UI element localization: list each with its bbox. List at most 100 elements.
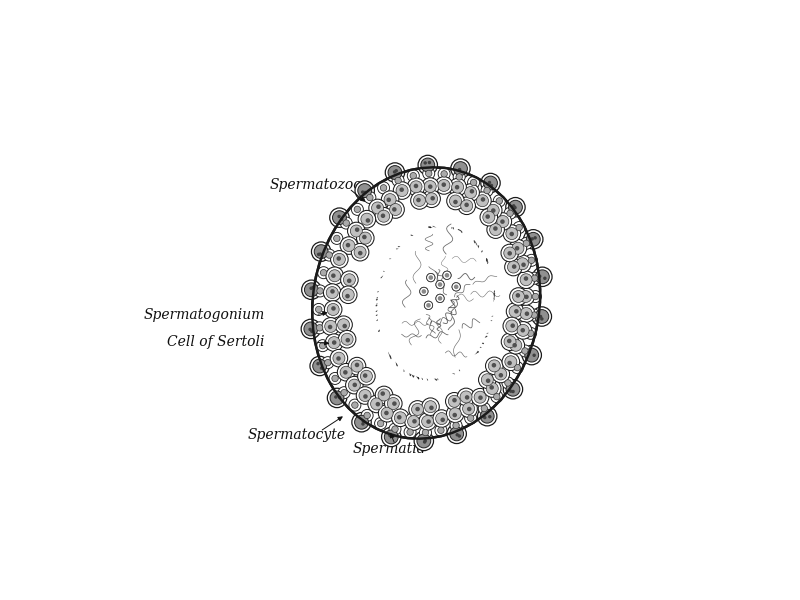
Circle shape <box>320 367 323 370</box>
Circle shape <box>438 282 442 287</box>
Circle shape <box>422 289 426 294</box>
Circle shape <box>331 232 343 244</box>
Circle shape <box>487 221 505 238</box>
Circle shape <box>317 253 320 256</box>
Circle shape <box>485 202 502 219</box>
Circle shape <box>384 194 396 206</box>
Circle shape <box>510 323 515 328</box>
Circle shape <box>506 302 524 320</box>
Circle shape <box>407 416 419 428</box>
Circle shape <box>453 422 459 428</box>
Circle shape <box>343 239 355 251</box>
Circle shape <box>488 181 491 184</box>
Circle shape <box>528 309 540 321</box>
Circle shape <box>441 170 447 177</box>
Circle shape <box>433 410 450 427</box>
Circle shape <box>429 406 434 410</box>
Circle shape <box>409 401 426 418</box>
Circle shape <box>390 203 402 215</box>
Circle shape <box>462 403 474 415</box>
Circle shape <box>509 305 521 317</box>
Circle shape <box>526 232 540 246</box>
Circle shape <box>512 242 524 254</box>
Circle shape <box>477 194 489 207</box>
Circle shape <box>410 181 422 193</box>
Circle shape <box>350 225 362 237</box>
Circle shape <box>305 283 318 296</box>
Circle shape <box>507 210 514 217</box>
Circle shape <box>512 343 517 347</box>
Circle shape <box>521 328 525 332</box>
Circle shape <box>454 284 458 289</box>
Circle shape <box>532 307 551 326</box>
Circle shape <box>507 361 512 365</box>
Circle shape <box>520 290 532 302</box>
Circle shape <box>514 364 521 371</box>
Circle shape <box>504 247 516 259</box>
Circle shape <box>352 413 371 432</box>
Circle shape <box>458 434 461 438</box>
Circle shape <box>488 415 491 418</box>
Circle shape <box>452 398 457 403</box>
Circle shape <box>376 205 381 209</box>
Circle shape <box>363 373 367 378</box>
Circle shape <box>397 415 402 419</box>
Circle shape <box>438 296 442 301</box>
Circle shape <box>474 391 486 403</box>
Circle shape <box>386 163 405 182</box>
Circle shape <box>378 389 390 401</box>
Circle shape <box>346 338 350 343</box>
Circle shape <box>334 235 340 242</box>
Circle shape <box>389 423 401 435</box>
Circle shape <box>360 370 372 382</box>
Circle shape <box>435 424 447 436</box>
Circle shape <box>362 422 365 425</box>
Circle shape <box>465 395 470 400</box>
Circle shape <box>331 274 336 278</box>
Circle shape <box>502 377 514 389</box>
Circle shape <box>520 238 532 250</box>
Circle shape <box>414 184 418 188</box>
Circle shape <box>396 185 408 197</box>
Circle shape <box>478 406 497 426</box>
Circle shape <box>512 204 515 208</box>
Circle shape <box>501 244 518 262</box>
Circle shape <box>351 244 369 261</box>
Circle shape <box>523 230 543 249</box>
Circle shape <box>438 296 442 301</box>
Circle shape <box>417 434 430 448</box>
Circle shape <box>414 431 434 451</box>
Circle shape <box>538 274 542 278</box>
Circle shape <box>341 333 353 345</box>
Text: Cell of Sertoli: Cell of Sertoli <box>167 335 265 349</box>
Circle shape <box>313 359 326 373</box>
Circle shape <box>530 290 542 302</box>
Circle shape <box>375 208 393 225</box>
Circle shape <box>374 418 386 430</box>
Circle shape <box>330 349 348 367</box>
Circle shape <box>429 275 433 280</box>
Circle shape <box>490 184 494 187</box>
Circle shape <box>310 287 313 290</box>
Circle shape <box>525 348 538 362</box>
Circle shape <box>470 179 477 186</box>
Circle shape <box>310 356 330 376</box>
Circle shape <box>450 195 462 207</box>
Circle shape <box>364 412 370 419</box>
Circle shape <box>382 427 401 446</box>
Circle shape <box>361 190 365 194</box>
Circle shape <box>422 178 439 196</box>
Circle shape <box>364 191 376 203</box>
Circle shape <box>392 426 398 433</box>
Circle shape <box>503 225 521 242</box>
Circle shape <box>510 339 522 351</box>
Circle shape <box>426 419 431 424</box>
Circle shape <box>394 182 411 199</box>
Circle shape <box>422 398 439 415</box>
Circle shape <box>318 253 322 256</box>
Circle shape <box>317 340 329 352</box>
Circle shape <box>426 303 430 308</box>
Circle shape <box>405 413 422 430</box>
Circle shape <box>453 200 458 204</box>
Circle shape <box>509 239 526 257</box>
